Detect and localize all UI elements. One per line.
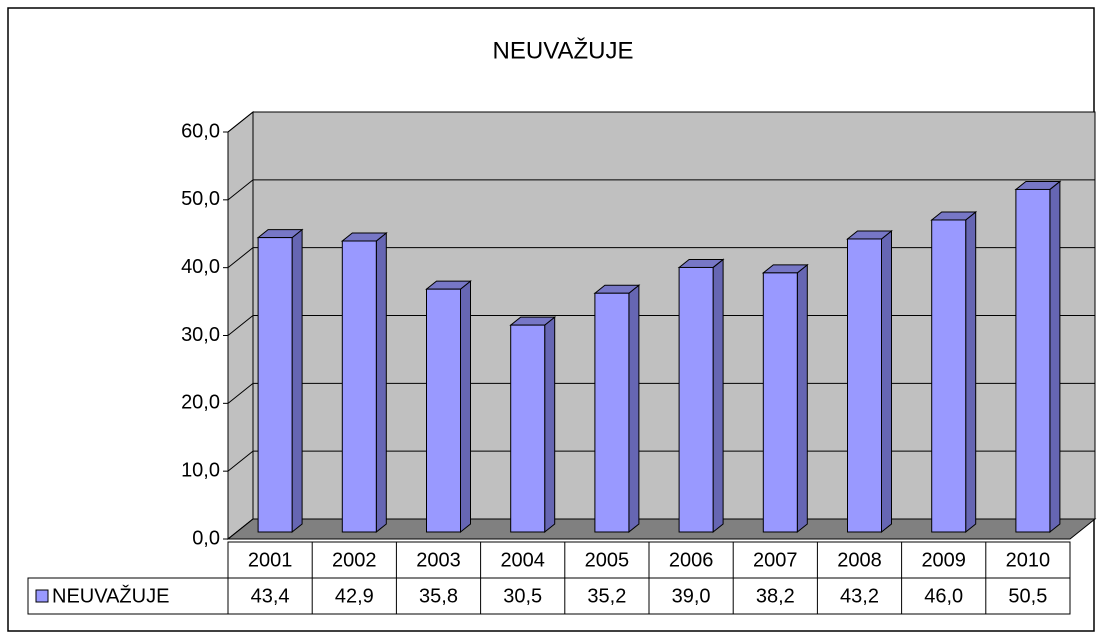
y-tick-label: 40,0 bbox=[181, 256, 220, 278]
y-tick-label: 60,0 bbox=[181, 120, 220, 142]
table-value: 35,2 bbox=[587, 585, 626, 607]
bar-side bbox=[460, 280, 471, 534]
grid-line bbox=[227, 450, 1095, 472]
x-tick-label: 2004 bbox=[500, 549, 545, 571]
grid-line bbox=[227, 247, 1095, 269]
bar-side bbox=[965, 210, 977, 534]
x-tick-label: 2003 bbox=[416, 549, 461, 571]
bar-side bbox=[1049, 180, 1061, 534]
y-tick-label: 0,0 bbox=[192, 527, 220, 549]
y-tick-label: 50,0 bbox=[181, 188, 220, 210]
x-tick-label: 2008 bbox=[837, 549, 882, 571]
y-tick-label: 30,0 bbox=[181, 324, 220, 346]
table-value: 43,2 bbox=[840, 585, 879, 607]
bar bbox=[678, 266, 714, 533]
bar bbox=[341, 240, 377, 533]
bar-side bbox=[881, 229, 892, 534]
bar bbox=[426, 288, 461, 533]
grid-line bbox=[227, 111, 1095, 133]
grid-line bbox=[227, 518, 1095, 540]
table-value: 43,4 bbox=[251, 585, 290, 607]
bar-side bbox=[628, 284, 640, 534]
bar bbox=[847, 238, 882, 533]
legend-label: NEUVAŽUJE bbox=[52, 584, 169, 607]
grid-line bbox=[227, 179, 1095, 201]
y-tick-label: 20,0 bbox=[181, 392, 220, 414]
bar-side bbox=[544, 316, 556, 534]
bar-side bbox=[712, 258, 724, 534]
x-tick-label: 2010 bbox=[1006, 549, 1051, 571]
table-value: 30,5 bbox=[503, 585, 542, 607]
x-tick-label: 2001 bbox=[248, 549, 293, 571]
bar-side bbox=[796, 263, 808, 534]
table-value: 46,0 bbox=[924, 585, 963, 607]
x-tick-label: 2007 bbox=[753, 549, 798, 571]
chart-title: NEUVAŽUJE bbox=[493, 37, 634, 64]
bar bbox=[257, 237, 293, 533]
table-row bbox=[27, 577, 1071, 615]
bar bbox=[762, 272, 798, 533]
y-tick-label: 10,0 bbox=[181, 459, 220, 481]
grid-line bbox=[227, 315, 1095, 336]
bar-side bbox=[375, 231, 387, 534]
grid-line bbox=[227, 382, 1095, 404]
bar-side bbox=[291, 228, 303, 534]
bar bbox=[594, 292, 630, 533]
legend-key bbox=[35, 589, 49, 603]
table-value: 50,5 bbox=[1008, 585, 1047, 607]
bar bbox=[931, 219, 967, 533]
x-tick-label: 2002 bbox=[332, 549, 377, 571]
table-value: 35,8 bbox=[419, 585, 458, 607]
table-value: 42,9 bbox=[335, 585, 374, 607]
x-tick-label: 2005 bbox=[585, 549, 630, 571]
table-value: 38,2 bbox=[756, 585, 795, 607]
x-tick-label: 2009 bbox=[921, 549, 966, 571]
bar bbox=[510, 324, 546, 533]
x-tick-label: 2006 bbox=[669, 549, 714, 571]
bar bbox=[1015, 188, 1051, 533]
table-value: 39,0 bbox=[672, 585, 711, 607]
